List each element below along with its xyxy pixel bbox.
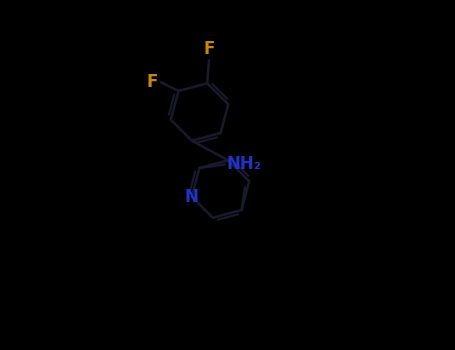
Text: F: F xyxy=(203,40,215,58)
Text: N: N xyxy=(185,188,199,206)
Text: NH₂: NH₂ xyxy=(227,155,262,174)
Text: F: F xyxy=(147,73,158,91)
